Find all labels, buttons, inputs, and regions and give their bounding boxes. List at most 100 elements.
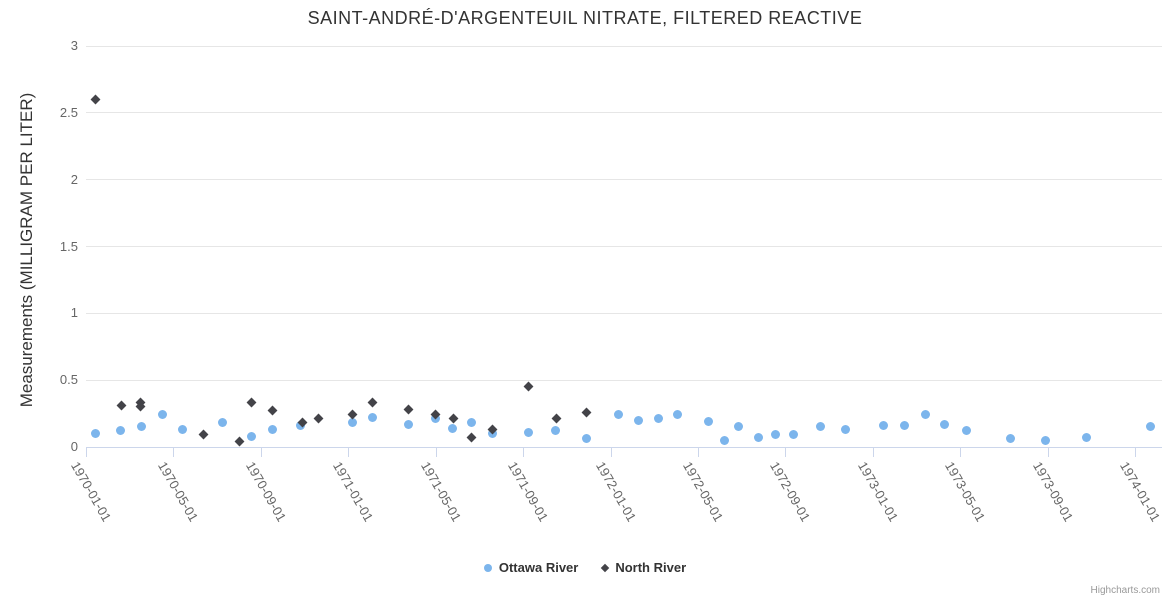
x-axis-tick-label: 1972-01-01: [592, 459, 639, 525]
data-point-ottawa-river[interactable]: [920, 410, 930, 420]
data-point-ottawa-river[interactable]: [90, 429, 100, 439]
y-axis-tick-label: 2.5: [59, 104, 78, 120]
data-point-ottawa-river[interactable]: [116, 426, 126, 436]
x-axis-tick-label: 1971-01-01: [330, 459, 377, 525]
data-point-north-river[interactable]: [523, 381, 534, 392]
legend-item-label: Ottawa River: [498, 560, 579, 575]
x-axis-tick: [435, 447, 437, 457]
data-point-ottawa-river[interactable]: [841, 425, 851, 435]
data-point-ottawa-river[interactable]: [771, 430, 781, 440]
y-axis-title: Measurements (MILLIGRAM PER LITER): [17, 92, 36, 408]
data-point-north-river[interactable]: [313, 413, 324, 424]
gridline: [86, 379, 1162, 381]
data-point-ottawa-river[interactable]: [136, 422, 146, 432]
x-axis-tick: [610, 447, 612, 457]
x-axis-tick-label: 1973-05-01: [942, 459, 989, 525]
data-point-ottawa-river[interactable]: [879, 421, 889, 431]
data-point-ottawa-river[interactable]: [551, 426, 561, 436]
x-axis-tick-label: 1970-01-01: [68, 459, 115, 525]
x-axis-tick: [785, 447, 787, 457]
gridline: [86, 312, 1162, 314]
legend-marker-diamond-icon: [601, 563, 610, 572]
data-point-north-river[interactable]: [367, 397, 378, 408]
gridline: [86, 179, 1162, 181]
data-point-ottawa-river[interactable]: [1040, 435, 1050, 445]
data-point-ottawa-river[interactable]: [267, 425, 277, 435]
x-axis-tick: [1135, 447, 1137, 457]
x-axis-tick-label: 1973-09-01: [1029, 459, 1076, 525]
x-axis-tick-label: 1971-09-01: [505, 459, 552, 525]
data-point-north-river[interactable]: [234, 436, 245, 447]
data-point-ottawa-river[interactable]: [404, 419, 413, 429]
x-axis-tick-label: 1973-01-01: [854, 459, 902, 525]
plot-area: [86, 45, 1162, 448]
data-point-ottawa-river[interactable]: [734, 422, 743, 432]
data-point-ottawa-river[interactable]: [218, 418, 228, 428]
x-axis-tick-label: 1972-09-01: [767, 459, 814, 525]
x-axis-tick: [523, 447, 525, 457]
data-point-ottawa-river[interactable]: [348, 418, 358, 428]
data-point-north-river[interactable]: [551, 413, 562, 424]
data-point-ottawa-river[interactable]: [900, 421, 910, 431]
x-axis-tick: [173, 447, 175, 457]
data-point-north-river[interactable]: [246, 397, 257, 408]
data-point-ottawa-river[interactable]: [815, 422, 825, 432]
data-point-ottawa-river[interactable]: [1005, 434, 1015, 444]
x-axis-tick: [86, 447, 87, 457]
data-point-ottawa-river[interactable]: [654, 414, 664, 424]
data-point-ottawa-river[interactable]: [961, 426, 971, 436]
data-point-north-river[interactable]: [403, 404, 414, 415]
legend-item-north-river[interactable]: North River: [601, 560, 687, 575]
data-point-ottawa-river[interactable]: [754, 433, 764, 443]
data-point-ottawa-river[interactable]: [940, 419, 950, 429]
y-axis-tick-label: 2: [70, 171, 78, 187]
data-point-north-river[interactable]: [116, 400, 127, 411]
highcharts-credit[interactable]: Highcharts.com: [1090, 585, 1160, 596]
data-point-north-river[interactable]: [581, 407, 592, 418]
data-point-north-river[interactable]: [90, 94, 101, 105]
data-point-ottawa-river[interactable]: [157, 410, 167, 420]
x-axis-tick-label: 1970-09-01: [242, 459, 290, 525]
data-point-ottawa-river[interactable]: [1146, 422, 1156, 432]
x-axis-tick: [260, 447, 262, 457]
y-axis-tick-label: 3: [70, 38, 78, 53]
x-axis-tick-label: 1971-05-01: [417, 459, 464, 525]
data-point-ottawa-river[interactable]: [247, 431, 257, 441]
y-axis-tick-label: 0: [70, 439, 78, 454]
data-point-ottawa-river[interactable]: [673, 410, 683, 420]
data-point-ottawa-river[interactable]: [719, 435, 729, 445]
gridline: [86, 246, 1162, 247]
x-axis-tick: [348, 447, 350, 457]
data-point-ottawa-river[interactable]: [634, 415, 644, 425]
x-axis-tick-label: 1970-05-01: [155, 459, 202, 525]
legend-marker-circle-icon: [483, 563, 492, 572]
data-point-north-river[interactable]: [267, 405, 278, 416]
data-point-ottawa-river[interactable]: [523, 427, 533, 437]
data-point-ottawa-river[interactable]: [613, 410, 623, 420]
gridline: [86, 45, 1162, 47]
gridline: [86, 112, 1162, 114]
data-point-north-river[interactable]: [448, 413, 459, 424]
data-point-north-river[interactable]: [466, 432, 477, 443]
data-point-ottawa-river[interactable]: [448, 423, 458, 433]
legend-item-ottawa-river[interactable]: Ottawa River: [483, 560, 579, 575]
x-axis-tick-label: 1972-05-01: [679, 459, 727, 525]
gridline: [86, 446, 1162, 448]
data-point-north-river[interactable]: [198, 430, 209, 440]
data-point-ottawa-river[interactable]: [466, 418, 476, 428]
x-axis-tick: [697, 447, 699, 457]
y-axis-tick-label: 0.5: [59, 372, 78, 388]
y-axis-tick-label: 1.5: [59, 238, 78, 254]
legend-item-label: North River: [615, 560, 687, 575]
x-axis-tick: [872, 447, 874, 457]
data-point-ottawa-river[interactable]: [788, 430, 798, 440]
x-axis-tick: [1047, 447, 1049, 457]
data-point-ottawa-river[interactable]: [1082, 433, 1092, 443]
x-axis-tick: [960, 447, 962, 457]
data-point-ottawa-river[interactable]: [367, 413, 377, 423]
data-point-ottawa-river[interactable]: [704, 417, 714, 427]
legend: Ottawa River North River: [0, 560, 1170, 575]
data-point-ottawa-river[interactable]: [581, 434, 591, 444]
data-point-ottawa-river[interactable]: [178, 425, 188, 435]
